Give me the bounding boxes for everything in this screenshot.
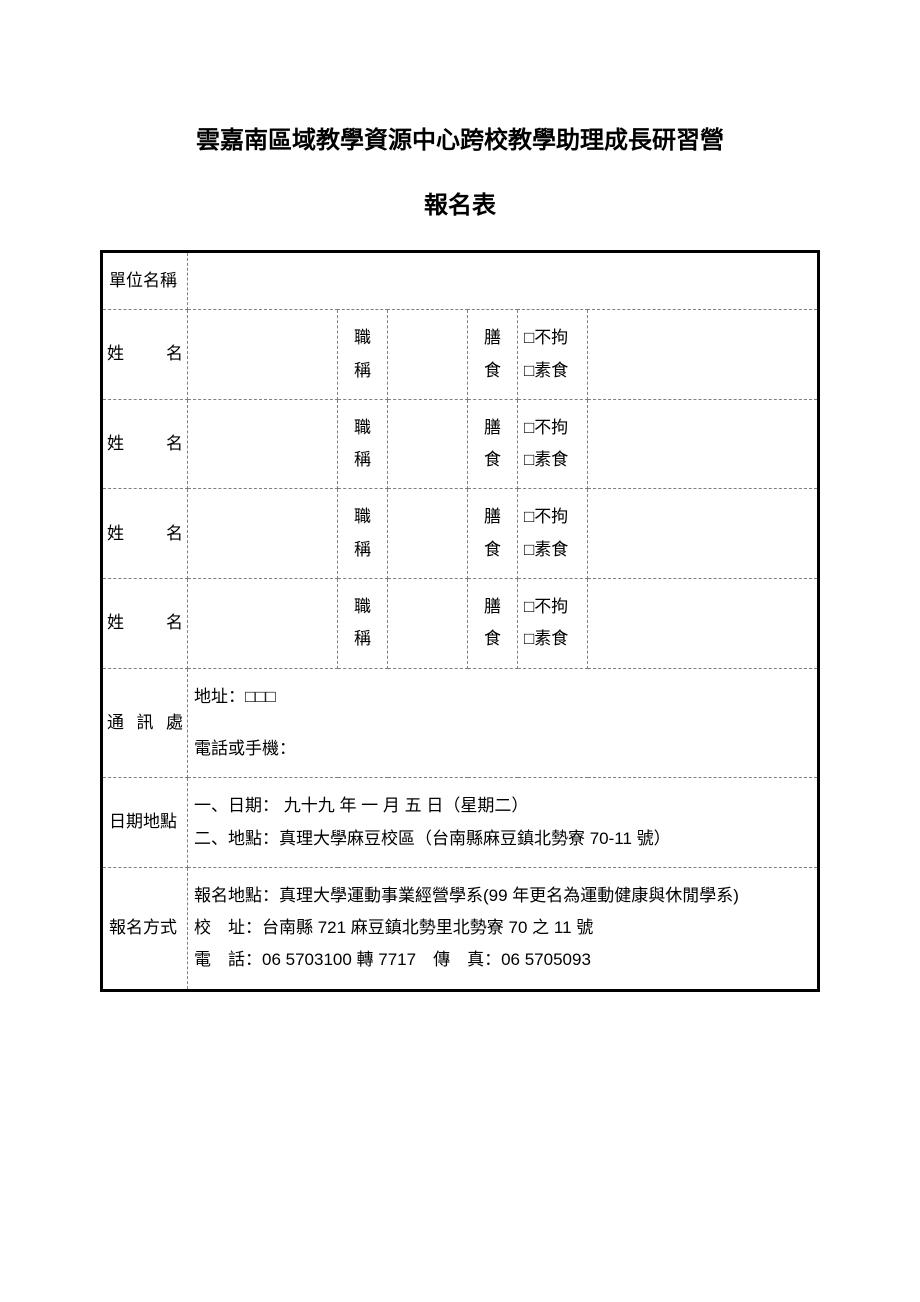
meal-any-checkbox[interactable]: □不拘	[524, 501, 581, 533]
name-value[interactable]	[188, 399, 338, 489]
meal-any-checkbox[interactable]: □不拘	[524, 412, 581, 444]
date-line: 一、日期： 九十九 年 一 月 五 日（星期二）	[194, 790, 811, 822]
dateplace-label: 日期地點	[102, 778, 188, 868]
phone-line[interactable]: 電話或手機：	[194, 733, 811, 765]
regmethod-content: 報名地點：真理大學運動事業經營學系(99 年更名為運動健康與休閒學系) 校 址：…	[188, 867, 819, 990]
meal-veg-checkbox[interactable]: □素食	[524, 534, 581, 566]
meal-any-checkbox[interactable]: □不拘	[524, 591, 581, 623]
name-label: 姓 名	[102, 310, 188, 400]
blank-cell	[588, 579, 819, 669]
meal-options[interactable]: □不拘 □素食	[518, 310, 588, 400]
registration-form: 單位名稱 姓 名 職 稱 膳 食 □不拘 □素食 姓 名 職 稱 膳 食 □不拘…	[100, 250, 820, 992]
address-line[interactable]: 地址：□□□	[194, 681, 811, 713]
regmethod-label: 報名方式	[102, 867, 188, 990]
meal-veg-checkbox[interactable]: □素食	[524, 444, 581, 476]
name-value[interactable]	[188, 310, 338, 400]
regmethod-row: 報名方式 報名地點：真理大學運動事業經營學系(99 年更名為運動健康與休閒學系)…	[102, 867, 819, 990]
jobtitle-value[interactable]	[388, 489, 468, 579]
jobtitle-label: 職 稱	[338, 399, 388, 489]
meal-veg-checkbox[interactable]: □素食	[524, 355, 581, 387]
blank-cell	[588, 310, 819, 400]
meal-label: 膳 食	[468, 310, 518, 400]
reg-phone-line: 電 話：06 5703100 轉 7717 傳 真：06 5705093	[194, 944, 811, 976]
blank-cell	[588, 399, 819, 489]
jobtitle-label: 職 稱	[338, 579, 388, 669]
contact-row: 通 訊 處 地址：□□□ 電話或手機：	[102, 668, 819, 778]
dateplace-row: 日期地點 一、日期： 九十九 年 一 月 五 日（星期二） 二、地點：真理大學麻…	[102, 778, 819, 868]
person-row-3: 姓 名 職 稱 膳 食 □不拘 □素食	[102, 489, 819, 579]
reg-place-line: 報名地點：真理大學運動事業經營學系(99 年更名為運動健康與休閒學系)	[194, 880, 811, 912]
name-value[interactable]	[188, 489, 338, 579]
person-row-1: 姓 名 職 稱 膳 食 □不拘 □素食	[102, 310, 819, 400]
name-value[interactable]	[188, 579, 338, 669]
unit-value[interactable]	[188, 252, 819, 310]
unit-label: 單位名稱	[102, 252, 188, 310]
meal-label: 膳 食	[468, 399, 518, 489]
page-subtitle: 報名表	[100, 185, 820, 220]
jobtitle-value[interactable]	[388, 310, 468, 400]
contact-label: 通 訊 處	[102, 668, 188, 778]
meal-veg-checkbox[interactable]: □素食	[524, 623, 581, 655]
reg-addr-line: 校 址：台南縣 721 麻豆鎮北勢里北勢寮 70 之 11 號	[194, 912, 811, 944]
jobtitle-value[interactable]	[388, 579, 468, 669]
meal-label: 膳 食	[468, 579, 518, 669]
jobtitle-label: 職 稱	[338, 310, 388, 400]
meal-any-checkbox[interactable]: □不拘	[524, 322, 581, 354]
dateplace-content: 一、日期： 九十九 年 一 月 五 日（星期二） 二、地點：真理大學麻豆校區（台…	[188, 778, 819, 868]
person-row-4: 姓 名 職 稱 膳 食 □不拘 □素食	[102, 579, 819, 669]
person-row-2: 姓 名 職 稱 膳 食 □不拘 □素食	[102, 399, 819, 489]
meal-options[interactable]: □不拘 □素食	[518, 579, 588, 669]
contact-content[interactable]: 地址：□□□ 電話或手機：	[188, 668, 819, 778]
place-line: 二、地點：真理大學麻豆校區（台南縣麻豆鎮北勢寮 70-11 號）	[194, 823, 811, 855]
meal-label: 膳 食	[468, 489, 518, 579]
meal-options[interactable]: □不拘 □素食	[518, 489, 588, 579]
jobtitle-value[interactable]	[388, 399, 468, 489]
name-label: 姓 名	[102, 579, 188, 669]
unit-row: 單位名稱	[102, 252, 819, 310]
page-title: 雲嘉南區域教學資源中心跨校教學助理成長研習營	[100, 120, 820, 155]
name-label: 姓 名	[102, 399, 188, 489]
meal-options[interactable]: □不拘 □素食	[518, 399, 588, 489]
blank-cell	[588, 489, 819, 579]
jobtitle-label: 職 稱	[338, 489, 388, 579]
name-label: 姓 名	[102, 489, 188, 579]
